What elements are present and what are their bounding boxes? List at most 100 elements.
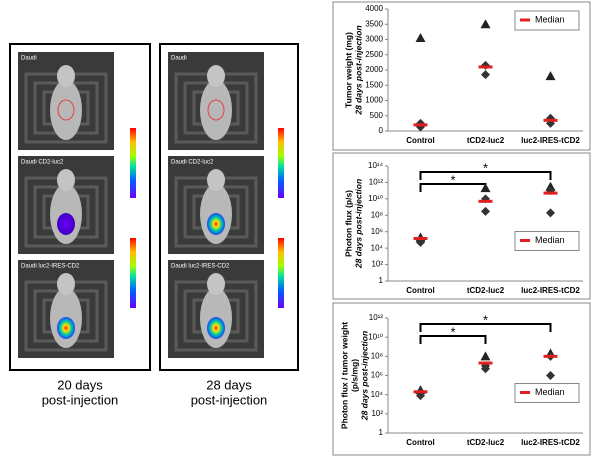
median-mark: [543, 191, 558, 195]
diamond-point: [481, 206, 490, 216]
median-mark: [478, 199, 493, 203]
panel-caption: post-injection: [42, 392, 119, 407]
x-tick-label: tCD2-luc2: [467, 286, 505, 295]
triangle-point: [415, 32, 426, 42]
y-tick-label: 1: [379, 276, 384, 285]
mouse-body: [50, 80, 82, 140]
significance-label: *: [483, 312, 488, 327]
triangle-point: [480, 19, 491, 29]
significance-label: *: [450, 324, 455, 339]
y-tick-label: 10⁸: [371, 351, 383, 360]
image-label: Daudi: [171, 56, 187, 62]
diamond-point: [416, 237, 425, 247]
y-axis-label: 28 days post-injection: [353, 25, 363, 115]
colorbar: [130, 128, 136, 198]
significance-label: *: [483, 160, 488, 175]
y-tick-label: 10¹⁰: [368, 332, 383, 341]
y-tick-label: 1000: [365, 96, 383, 105]
y-tick-label: 0: [379, 126, 384, 135]
y-axis-label: 28 days post-injection: [359, 331, 369, 421]
roi: [57, 99, 75, 121]
y-tick-label: 2000: [365, 65, 383, 74]
y-tick-label: 1: [379, 428, 384, 437]
y-tick-label: 1500: [365, 80, 383, 89]
median-mark: [543, 118, 558, 122]
x-tick-label: Control: [406, 286, 434, 295]
significance-bracket: [419, 323, 552, 332]
y-tick-label: 500: [370, 111, 384, 120]
image-label: Daudi CD2-luc2: [21, 160, 64, 166]
y-axis-label: Photon flux (p/s): [343, 190, 353, 257]
y-axis-label: Photon flux / tumor weight: [339, 322, 349, 429]
mouse-head: [57, 65, 75, 87]
y-tick-label: 10⁶: [371, 227, 383, 236]
legend-swatch: [520, 239, 530, 242]
y-tick-label: 4000: [365, 4, 383, 13]
median-mark: [413, 390, 428, 394]
y-axis-label: Tumor weight (mg): [343, 32, 353, 108]
significance-label: *: [450, 172, 455, 187]
diamond-point: [546, 371, 555, 380]
diamond-point: [481, 364, 490, 374]
y-tick-label: 10⁴: [371, 243, 384, 252]
panel-caption: 20 days: [57, 377, 103, 392]
roi: [207, 99, 225, 121]
chart-frame: [332, 302, 591, 456]
colorbar: [278, 128, 284, 198]
y-tick-label: 10¹⁴: [368, 161, 384, 170]
median-mark: [478, 361, 493, 365]
legend-box: [514, 231, 580, 251]
signal: [57, 317, 75, 339]
significance-bracket: [419, 171, 552, 180]
legend-label: Median: [535, 14, 565, 24]
triangle-point: [480, 183, 491, 193]
median-mark: [478, 65, 493, 69]
y-tick-label: 10⁶: [371, 371, 383, 380]
colorbar: [130, 238, 136, 308]
x-tick-label: luc2-IRES-tCD2: [521, 136, 580, 145]
image-label: Daudi CD2-luc2: [171, 160, 214, 166]
mouse-head: [207, 273, 225, 295]
chart-frame: [332, 152, 591, 300]
y-tick-label: 3500: [365, 19, 383, 28]
y-tick-label: 10¹²: [369, 178, 384, 187]
x-tick-label: luc2-IRES-tCD2: [521, 286, 580, 295]
legend-label: Median: [535, 387, 565, 397]
signal: [57, 213, 75, 235]
mouse-head: [57, 169, 75, 191]
x-tick-label: luc2-IRES-tCD2: [521, 438, 580, 447]
x-tick-label: Control: [406, 136, 434, 145]
legend-swatch: [520, 391, 530, 394]
mouse-head: [207, 169, 225, 191]
y-axis-label: 28 days post-injection: [353, 179, 363, 269]
y-tick-label: 3000: [365, 35, 383, 44]
legend-swatch: [520, 18, 530, 22]
y-tick-label: 2500: [365, 50, 383, 59]
y-tick-label: 10²: [371, 409, 383, 418]
signal: [207, 317, 225, 339]
panel-frame: [9, 43, 151, 371]
y-axis-label: (p/s/mg): [349, 359, 359, 392]
y-tick-label: 10⁸: [371, 210, 383, 219]
image-label: Daudi: [21, 56, 37, 62]
panel-caption: 28 days: [206, 377, 252, 392]
panel-frame: [159, 43, 299, 371]
x-tick-label: tCD2-luc2: [467, 438, 505, 447]
y-tick-label: 10²: [371, 260, 383, 269]
x-tick-label: tCD2-luc2: [467, 136, 505, 145]
diamond-point: [546, 208, 555, 218]
legend-box: [514, 10, 580, 31]
legend-label: Median: [535, 235, 565, 245]
signal: [207, 213, 225, 235]
median-mark: [413, 236, 428, 240]
significance-bracket: [419, 335, 487, 344]
mouse-head: [207, 65, 225, 87]
colorbar: [278, 238, 284, 308]
triangle-point: [545, 71, 556, 81]
y-tick-label: 10¹⁰: [368, 194, 383, 203]
y-tick-label: 10⁴: [371, 390, 384, 399]
triangle-point: [480, 351, 491, 361]
image-label: Daudi luc2-IRES-CD2: [171, 264, 230, 270]
x-tick-label: Control: [406, 438, 434, 447]
